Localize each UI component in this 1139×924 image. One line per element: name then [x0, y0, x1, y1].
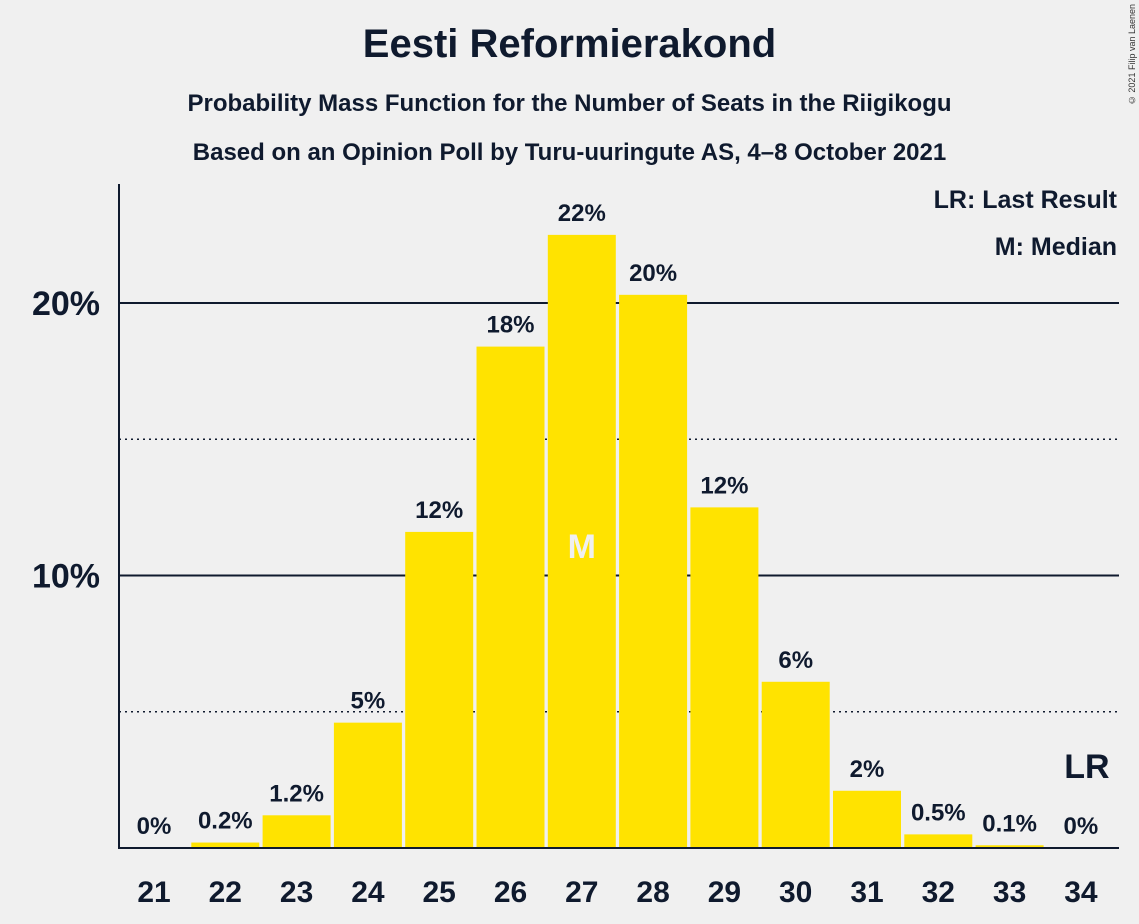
bar-seats-32: [904, 834, 973, 848]
data-label-seats-22: 0.2%: [198, 808, 253, 835]
data-label-seats-31: 2%: [850, 756, 885, 783]
x-tick-label: 34: [1064, 876, 1098, 909]
chart-title: Eesti Reformierakond: [362, 22, 777, 66]
bar-seats-22: [191, 842, 260, 848]
data-label-seats-24: 5%: [351, 688, 386, 715]
x-tick-label: 22: [209, 876, 242, 909]
x-tick-label: 31: [850, 876, 883, 909]
x-tick-label: 21: [137, 876, 170, 909]
data-label-seats-30: 6%: [778, 647, 813, 674]
data-label-seats-27: 22%: [558, 200, 606, 227]
bar-seats-27: [547, 234, 616, 848]
data-label-seats-32: 0.5%: [911, 799, 966, 826]
legend-last-result: LR: Last Result: [933, 186, 1117, 214]
x-tick-label: 25: [423, 876, 456, 909]
data-label-seats-23: 1.2%: [269, 780, 324, 807]
data-label-seats-29: 12%: [700, 472, 748, 499]
chart-subtitle: Probability Mass Function for the Number…: [187, 90, 952, 117]
x-tick-label: 27: [565, 876, 598, 909]
x-tick-label: 30: [779, 876, 812, 909]
axes: 10% 20% 21 22 23 24 25 26 27 28 29 30 31 32 33 34: [32, 184, 1119, 909]
bar-seats-29: [690, 507, 759, 848]
legend-median: M: Median: [994, 233, 1117, 261]
x-tick-label: 32: [922, 876, 955, 909]
gridlines: [119, 302, 1119, 713]
y-tick-label: 10%: [32, 558, 100, 596]
x-tick-label: 29: [708, 876, 741, 909]
bar-seats-26: [476, 346, 545, 848]
bars: [191, 234, 1044, 848]
x-tick-label: 23: [280, 876, 313, 909]
bar-seats-24: [333, 722, 402, 848]
bar-seats-25: [405, 531, 474, 848]
bar-seats-33: [975, 845, 1044, 848]
bar-seats-23: [262, 815, 331, 848]
bar-seats-31: [833, 790, 901, 848]
x-tick-label: 28: [636, 876, 669, 909]
data-labels: 0% 0.2% 1.2% 5% 12% 18% 22% M 20% 12% 6% 2% 0.5% 0.1%…: [137, 200, 1110, 840]
x-tick-label: 33: [993, 876, 1026, 909]
data-label-seats-25: 12%: [415, 497, 463, 524]
data-label-seats-21: 0%: [137, 813, 172, 840]
last-result-marker: LR: [1064, 748, 1109, 786]
bar-seats-30: [761, 681, 830, 848]
data-label-seats-26: 18%: [486, 312, 534, 339]
data-label-seats-34: 0%: [1064, 813, 1099, 840]
chart-source-line: Based on an Opinion Poll by Turu-uuringu…: [192, 139, 947, 166]
median-marker: M: [568, 528, 596, 566]
bar-seats-28: [619, 294, 688, 848]
x-tick-label: 24: [351, 876, 385, 909]
data-label-seats-33: 0.1%: [982, 810, 1037, 837]
data-label-seats-28: 20%: [629, 260, 677, 287]
y-tick-label: 20%: [32, 285, 100, 323]
x-tick-label: 26: [494, 876, 527, 909]
